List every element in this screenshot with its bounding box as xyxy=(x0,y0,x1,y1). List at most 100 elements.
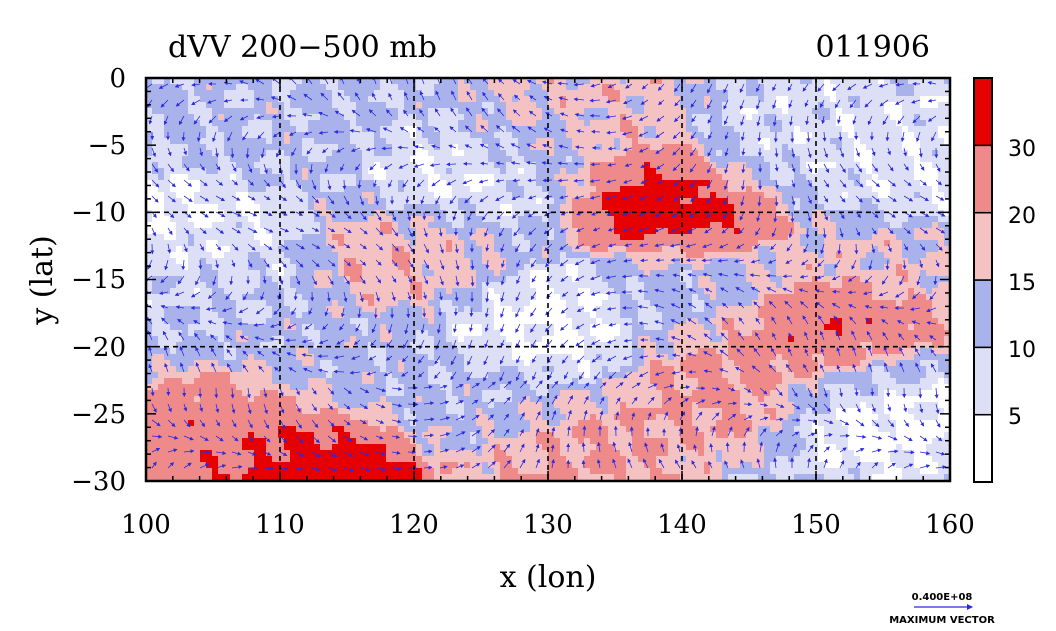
field-cell xyxy=(650,246,657,253)
field-cell xyxy=(872,132,879,139)
field-cell xyxy=(854,78,861,85)
field-cell xyxy=(590,114,597,121)
field-cell xyxy=(236,294,243,301)
field-cell xyxy=(746,108,753,115)
field-cell xyxy=(440,222,447,229)
field-cell xyxy=(836,270,843,277)
field-cell xyxy=(284,180,291,187)
field-cell xyxy=(194,240,201,247)
field-cell xyxy=(518,222,525,229)
field-cell xyxy=(362,108,369,115)
field-cell xyxy=(296,294,303,301)
field-cell xyxy=(428,96,435,103)
field-cell xyxy=(290,90,297,97)
field-cell xyxy=(176,258,183,265)
field-cell xyxy=(326,222,333,229)
field-cell xyxy=(560,144,567,151)
field-cell xyxy=(896,204,903,211)
field-cell xyxy=(218,186,225,193)
field-cell xyxy=(452,138,459,145)
field-cell xyxy=(842,96,849,103)
field-cell xyxy=(614,108,621,115)
field-cell xyxy=(902,204,909,211)
field-cell xyxy=(512,216,519,223)
field-cell xyxy=(692,240,699,247)
field-cell xyxy=(644,102,651,109)
field-cell xyxy=(368,144,375,151)
field-cell xyxy=(158,270,165,277)
field-cell xyxy=(662,96,669,103)
field-cell xyxy=(482,174,489,181)
field-cell xyxy=(362,288,369,295)
field-cell xyxy=(416,252,423,259)
field-cell xyxy=(686,222,693,229)
field-cell xyxy=(854,240,861,247)
field-cell xyxy=(470,132,477,139)
field-cell xyxy=(314,246,321,253)
field-cell xyxy=(560,288,567,295)
field-cell xyxy=(182,186,189,193)
field-cell xyxy=(434,162,441,169)
field-cell xyxy=(656,294,663,301)
field-cell xyxy=(650,198,657,205)
field-cell xyxy=(518,204,525,211)
field-cell xyxy=(884,144,891,151)
field-cell xyxy=(386,252,393,259)
field-cell xyxy=(638,78,645,85)
field-cell xyxy=(392,192,399,199)
field-cell xyxy=(266,84,273,91)
field-cell xyxy=(446,90,453,97)
field-cell xyxy=(206,204,213,211)
field-cell xyxy=(782,144,789,151)
field-cell xyxy=(560,180,567,187)
field-cell xyxy=(920,84,927,91)
field-cell xyxy=(704,186,711,193)
field-cell xyxy=(584,132,591,139)
field-cell xyxy=(632,84,639,91)
field-cell xyxy=(776,132,783,139)
field-cell xyxy=(362,270,369,277)
field-cell xyxy=(188,84,195,91)
field-cell xyxy=(158,264,165,271)
field-cell xyxy=(926,138,933,145)
field-cell xyxy=(338,108,345,115)
field-cell xyxy=(170,174,177,181)
field-cell xyxy=(632,162,639,169)
field-cell xyxy=(152,162,159,169)
field-cell xyxy=(248,102,255,109)
field-cell xyxy=(644,78,651,85)
field-cell xyxy=(356,228,363,235)
field-cell xyxy=(764,108,771,115)
field-cell xyxy=(320,270,327,277)
field-cell xyxy=(914,150,921,157)
field-cell xyxy=(902,216,909,223)
field-cell xyxy=(662,288,669,295)
field-cell xyxy=(572,180,579,187)
field-cell xyxy=(452,234,459,241)
field-cell xyxy=(800,282,807,289)
field-cell xyxy=(560,234,567,241)
field-cell xyxy=(584,138,591,145)
field-cell xyxy=(782,222,789,229)
field-cell xyxy=(290,162,297,169)
field-cell xyxy=(722,288,729,295)
field-cell xyxy=(218,96,225,103)
field-cell xyxy=(764,78,771,85)
field-cell xyxy=(170,150,177,157)
field-cell xyxy=(632,210,639,217)
field-cell xyxy=(164,270,171,277)
field-cell xyxy=(572,282,579,289)
field-cell xyxy=(350,258,357,265)
field-cell xyxy=(824,96,831,103)
field-cell xyxy=(446,252,453,259)
field-cell xyxy=(296,132,303,139)
field-cell xyxy=(800,246,807,253)
field-cell xyxy=(650,84,657,91)
field-cell xyxy=(896,288,903,295)
field-cell xyxy=(236,180,243,187)
field-cell xyxy=(884,276,891,283)
field-cell xyxy=(332,198,339,205)
field-cell xyxy=(674,228,681,235)
field-cell xyxy=(332,90,339,97)
field-cell xyxy=(296,258,303,265)
